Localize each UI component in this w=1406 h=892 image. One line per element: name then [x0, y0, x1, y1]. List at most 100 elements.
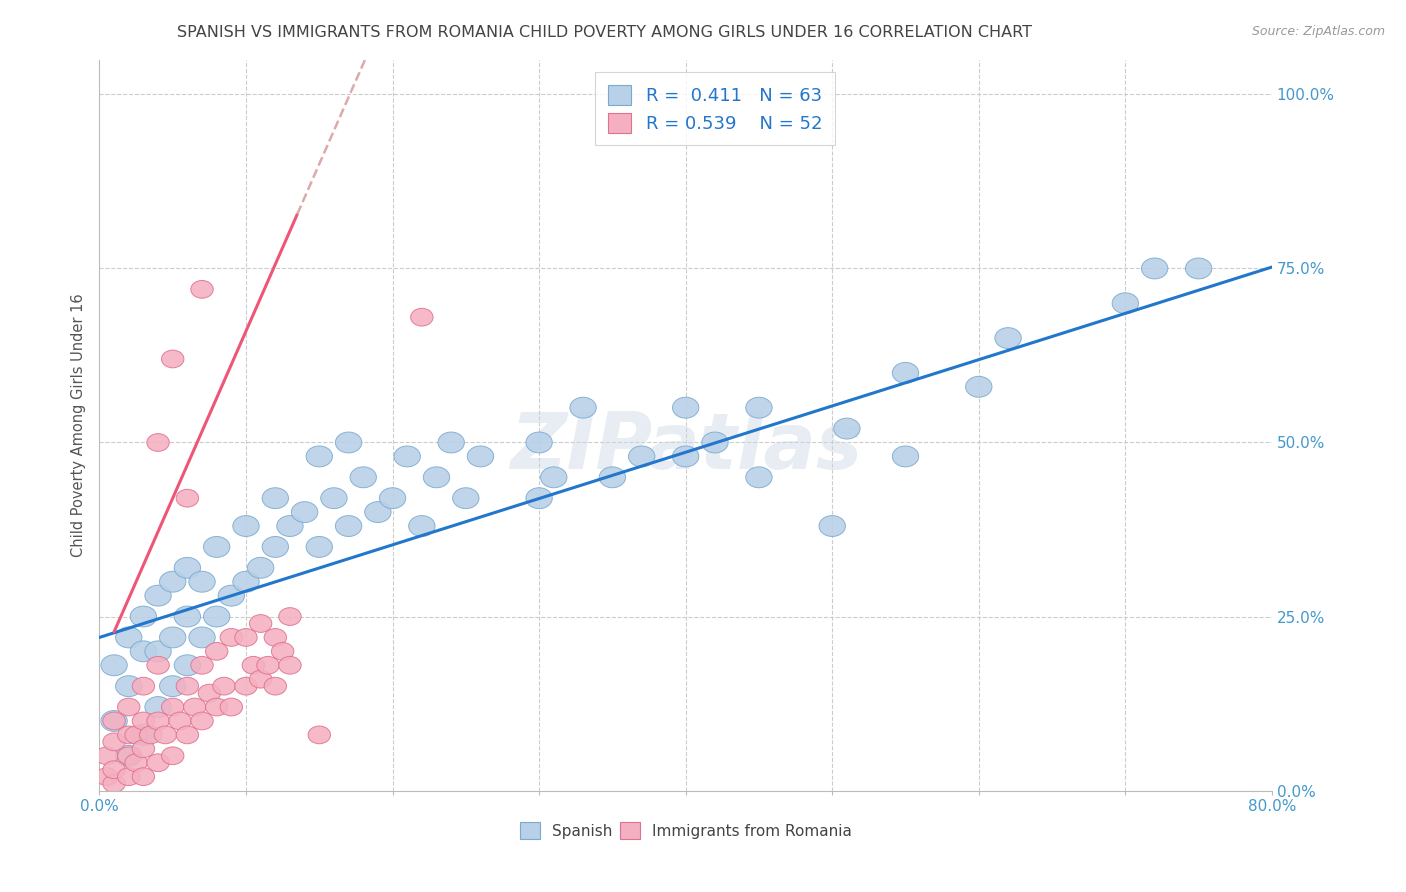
Ellipse shape: [101, 655, 128, 676]
Ellipse shape: [176, 490, 198, 507]
Ellipse shape: [96, 768, 118, 786]
Ellipse shape: [191, 280, 214, 298]
Ellipse shape: [101, 711, 128, 731]
Ellipse shape: [628, 446, 655, 467]
Ellipse shape: [118, 768, 141, 786]
Ellipse shape: [262, 536, 288, 558]
Ellipse shape: [155, 726, 177, 744]
Ellipse shape: [145, 640, 172, 662]
Ellipse shape: [188, 627, 215, 648]
Ellipse shape: [834, 418, 860, 439]
Ellipse shape: [131, 640, 156, 662]
Ellipse shape: [174, 606, 201, 627]
Ellipse shape: [162, 747, 184, 764]
Ellipse shape: [132, 740, 155, 757]
Text: Source: ZipAtlas.com: Source: ZipAtlas.com: [1251, 25, 1385, 38]
Ellipse shape: [146, 754, 169, 772]
Ellipse shape: [198, 684, 221, 702]
Ellipse shape: [264, 677, 287, 695]
Ellipse shape: [278, 657, 301, 674]
Ellipse shape: [308, 726, 330, 744]
Ellipse shape: [540, 467, 567, 488]
Ellipse shape: [278, 607, 301, 625]
Ellipse shape: [350, 467, 377, 488]
Ellipse shape: [394, 446, 420, 467]
Ellipse shape: [233, 516, 259, 536]
Ellipse shape: [1112, 293, 1139, 314]
Ellipse shape: [176, 726, 198, 744]
Ellipse shape: [221, 698, 243, 716]
Ellipse shape: [176, 677, 198, 695]
Ellipse shape: [242, 657, 264, 674]
Ellipse shape: [103, 775, 125, 792]
Ellipse shape: [893, 362, 918, 384]
Ellipse shape: [364, 501, 391, 523]
Ellipse shape: [247, 558, 274, 578]
Ellipse shape: [146, 434, 169, 451]
Ellipse shape: [162, 698, 184, 716]
Ellipse shape: [125, 726, 148, 744]
Legend: Spanish, Immigrants from Romania: Spanish, Immigrants from Romania: [513, 816, 858, 845]
Ellipse shape: [204, 536, 229, 558]
Ellipse shape: [96, 747, 118, 764]
Ellipse shape: [118, 747, 141, 764]
Ellipse shape: [145, 697, 172, 717]
Ellipse shape: [174, 655, 201, 676]
Ellipse shape: [118, 698, 141, 716]
Ellipse shape: [174, 558, 201, 578]
Ellipse shape: [115, 627, 142, 648]
Ellipse shape: [336, 432, 361, 453]
Ellipse shape: [139, 726, 162, 744]
Ellipse shape: [966, 376, 993, 397]
Ellipse shape: [218, 585, 245, 606]
Ellipse shape: [702, 432, 728, 453]
Ellipse shape: [271, 642, 294, 660]
Ellipse shape: [146, 657, 169, 674]
Ellipse shape: [125, 754, 148, 772]
Ellipse shape: [672, 397, 699, 418]
Ellipse shape: [221, 629, 243, 647]
Ellipse shape: [307, 446, 332, 467]
Ellipse shape: [103, 712, 125, 730]
Ellipse shape: [191, 712, 214, 730]
Ellipse shape: [235, 629, 257, 647]
Ellipse shape: [321, 488, 347, 508]
Ellipse shape: [159, 627, 186, 648]
Text: SPANISH VS IMMIGRANTS FROM ROMANIA CHILD POVERTY AMONG GIRLS UNDER 16 CORRELATIO: SPANISH VS IMMIGRANTS FROM ROMANIA CHILD…: [177, 25, 1032, 40]
Ellipse shape: [257, 657, 280, 674]
Ellipse shape: [599, 467, 626, 488]
Ellipse shape: [264, 629, 287, 647]
Ellipse shape: [131, 724, 156, 746]
Ellipse shape: [307, 536, 332, 558]
Ellipse shape: [132, 768, 155, 786]
Text: ZIPatlas: ZIPatlas: [509, 409, 862, 485]
Ellipse shape: [146, 712, 169, 730]
Ellipse shape: [411, 309, 433, 326]
Ellipse shape: [249, 670, 271, 688]
Ellipse shape: [1185, 258, 1212, 279]
Ellipse shape: [893, 446, 918, 467]
Ellipse shape: [131, 606, 156, 627]
Ellipse shape: [235, 677, 257, 695]
Ellipse shape: [453, 488, 479, 508]
Ellipse shape: [277, 516, 304, 536]
Ellipse shape: [205, 698, 228, 716]
Ellipse shape: [526, 432, 553, 453]
Ellipse shape: [205, 642, 228, 660]
Ellipse shape: [995, 327, 1021, 349]
Ellipse shape: [672, 446, 699, 467]
Ellipse shape: [409, 516, 434, 536]
Ellipse shape: [118, 726, 141, 744]
Ellipse shape: [103, 733, 125, 751]
Ellipse shape: [115, 746, 142, 766]
Ellipse shape: [169, 712, 191, 730]
Ellipse shape: [249, 615, 271, 632]
Ellipse shape: [1142, 258, 1168, 279]
Ellipse shape: [188, 571, 215, 592]
Ellipse shape: [745, 397, 772, 418]
Ellipse shape: [467, 446, 494, 467]
Ellipse shape: [132, 677, 155, 695]
Y-axis label: Child Poverty Among Girls Under 16: Child Poverty Among Girls Under 16: [72, 293, 86, 557]
Ellipse shape: [439, 432, 464, 453]
Ellipse shape: [159, 571, 186, 592]
